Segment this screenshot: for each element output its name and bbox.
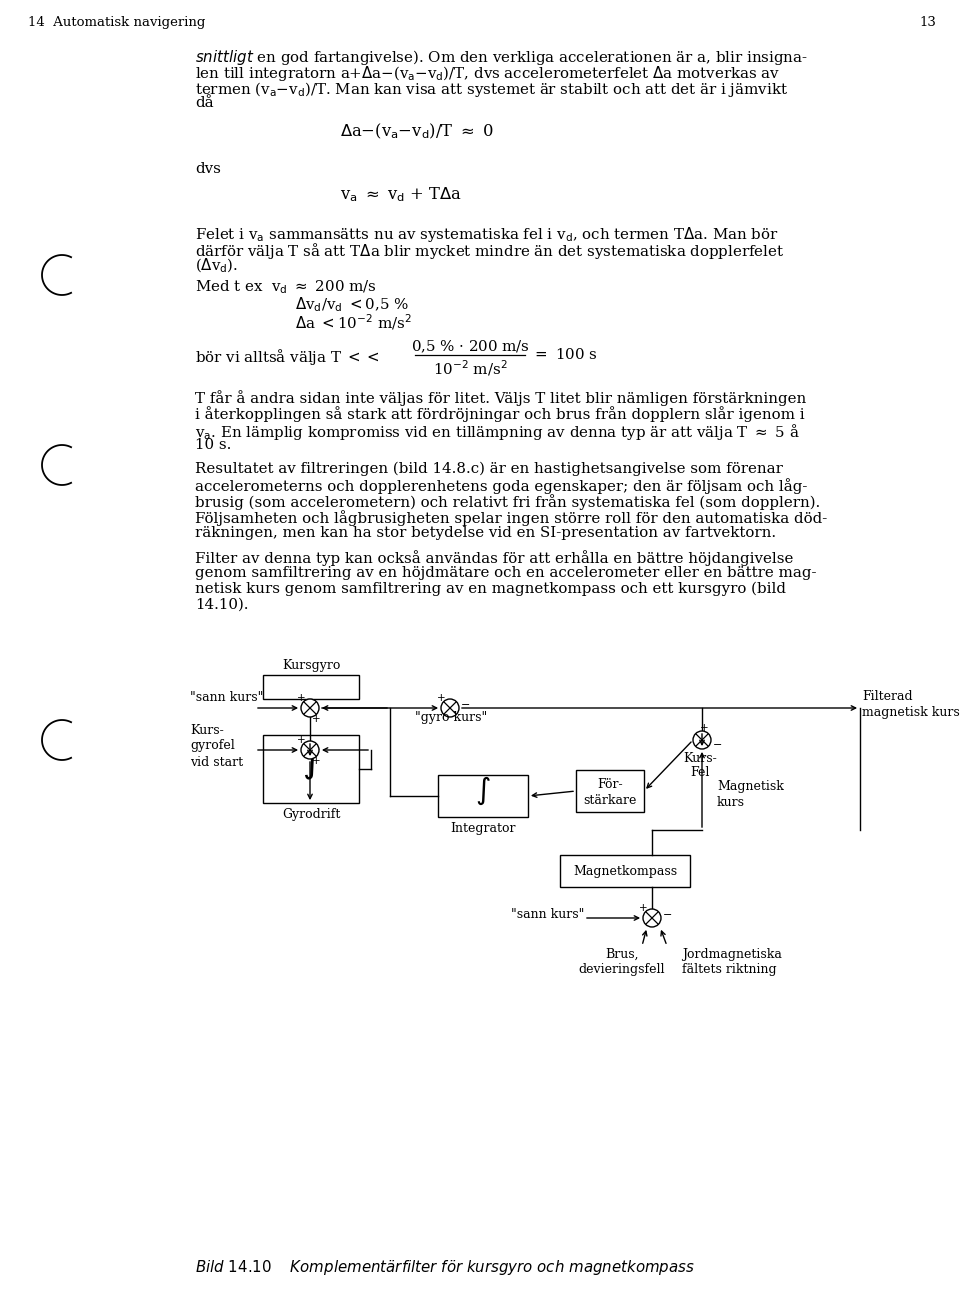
Text: brusig (som accelerometern) och relativt fri från systematiska fel (som dopplern: brusig (som accelerometern) och relativt… <box>195 494 820 510</box>
Text: Brus,
devieringsfell: Brus, devieringsfell <box>579 947 665 976</box>
Bar <box>263 735 359 803</box>
Text: Felet i v$_\mathrm{a}$ sammansätts nu av systematiska fel i v$_\mathrm{d}$, och : Felet i v$_\mathrm{a}$ sammansätts nu av… <box>195 226 779 244</box>
Text: termen (v$_\mathrm{a}$$-$v$_\mathrm{d}$)/T. Man kan visa att systemet är stabilt: termen (v$_\mathrm{a}$$-$v$_\mathrm{d}$)… <box>195 80 788 99</box>
Text: räkningen, men kan ha stor betydelse vid en SI-presentation av fartvektorn.: räkningen, men kan ha stor betydelse vid… <box>195 526 776 540</box>
Text: Filterad
magnetisk kurs: Filterad magnetisk kurs <box>862 690 960 719</box>
Text: ($\Delta$v$_\mathrm{d}$).: ($\Delta$v$_\mathrm{d}$). <box>195 257 238 276</box>
Text: $\Delta$a$-$(v$_\mathrm{a}$$-$v$_\mathrm{d}$)/T $\approx$ 0: $\Delta$a$-$(v$_\mathrm{a}$$-$v$_\mathrm… <box>340 122 493 142</box>
Text: $= $ 100 s: $= $ 100 s <box>532 347 597 362</box>
Text: 0,5 % $\cdot$ 200 m/s: 0,5 % $\cdot$ 200 m/s <box>411 339 529 356</box>
Text: $\Delta$a $<$10$^{-2}$ m/s$^2$: $\Delta$a $<$10$^{-2}$ m/s$^2$ <box>295 312 412 331</box>
Text: 14.10).: 14.10). <box>195 598 249 612</box>
Text: 10$^{-2}$ m/s$^2$: 10$^{-2}$ m/s$^2$ <box>433 358 507 378</box>
Text: Filter av denna typ kan också användas för att erhålla en bättre höjdangivelse: Filter av denna typ kan också användas f… <box>195 550 793 566</box>
Bar <box>560 855 690 887</box>
Text: netisk kurs genom samfiltrering av en magnetkompass och ett kursgyro (bild: netisk kurs genom samfiltrering av en ma… <box>195 583 786 597</box>
Bar <box>438 775 528 817</box>
Text: då: då <box>195 95 214 110</box>
Text: len till integratorn a+$\Delta$a$-$(v$_\mathrm{a}$$-$v$_\mathrm{d}$)/T, dvs acce: len till integratorn a+$\Delta$a$-$(v$_\… <box>195 64 780 82</box>
Text: accelerometerns och dopplerenhetens goda egenskaper; den är följsam och låg-: accelerometerns och dopplerenhetens goda… <box>195 478 807 494</box>
Text: För-
stärkare: För- stärkare <box>584 779 636 807</box>
Text: $\int$: $\int$ <box>301 744 321 782</box>
Text: $\mathit{snittligt}$ en god fartangivelse). Om den verkliga accelerationen är a,: $\mathit{snittligt}$ en god fartangivels… <box>195 48 808 67</box>
Text: Resultatet av filtreringen (bild 14.8.c) är en hastighetsangivelse som förenar: Resultatet av filtreringen (bild 14.8.c)… <box>195 461 782 477</box>
Text: −: − <box>663 910 672 920</box>
Text: v$_\mathrm{a}$. En lämplig kompromiss vid en tillämpning av denna typ är att väl: v$_\mathrm{a}$. En lämplig kompromiss vi… <box>195 422 800 442</box>
Text: i återkopplingen så stark att fördröjningar och brus från dopplern slår igenom i: i återkopplingen så stark att fördröjnin… <box>195 406 804 422</box>
Text: Gyrodrift: Gyrodrift <box>282 808 340 821</box>
Text: Följsamheten och lågbrusigheten spelar ingen större roll för den automatiska död: Följsamheten och lågbrusigheten spelar i… <box>195 510 828 526</box>
Text: Kursgyro: Kursgyro <box>282 659 340 672</box>
Text: "sann kurs": "sann kurs" <box>190 691 263 704</box>
Text: +: + <box>639 904 648 913</box>
Text: +: + <box>297 693 305 703</box>
Circle shape <box>301 699 319 717</box>
Text: Jordmagnetiska
fältets riktning: Jordmagnetiska fältets riktning <box>682 947 781 976</box>
Text: Magnetisk
kurs: Magnetisk kurs <box>717 780 784 809</box>
Text: v$_\mathrm{a}$ $\approx$ v$_\mathrm{d}$ + T$\Delta$a: v$_\mathrm{a}$ $\approx$ v$_\mathrm{d}$ … <box>340 186 462 204</box>
Text: +: + <box>437 693 445 703</box>
Text: Magnetkompass: Magnetkompass <box>573 865 677 878</box>
Text: +: + <box>312 757 321 766</box>
Text: därför välja T så att T$\Delta$a blir mycket mindre än det systematiska dopplerf: därför välja T så att T$\Delta$a blir my… <box>195 241 784 260</box>
Text: Integrator: Integrator <box>450 822 516 835</box>
Text: 14  Automatisk navigering: 14 Automatisk navigering <box>28 15 205 28</box>
Text: Med t ex  v$_\mathrm{d}$ $\approx$ 200 m/s: Med t ex v$_\mathrm{d}$ $\approx$ 200 m/… <box>195 278 376 295</box>
Text: dvs: dvs <box>195 162 221 177</box>
Bar <box>263 675 359 699</box>
Circle shape <box>301 741 319 759</box>
Text: Kurs-
gyrofel
vid start: Kurs- gyrofel vid start <box>190 723 243 768</box>
Text: 13: 13 <box>919 15 936 28</box>
Text: +: + <box>297 735 305 745</box>
Circle shape <box>693 731 711 749</box>
Text: +: + <box>312 714 321 724</box>
Circle shape <box>441 699 459 717</box>
Text: T får å andra sidan inte väljas för litet. Väljs T litet blir nämligen förstärkn: T får å andra sidan inte väljas för lite… <box>195 391 806 406</box>
Text: 10 s.: 10 s. <box>195 438 231 452</box>
Text: −: − <box>713 740 722 750</box>
Text: bör vi alltså välja T $<<$: bör vi alltså välja T $<<$ <box>195 347 379 367</box>
Text: $\Delta$v$_\mathrm{d}$/v$_\mathrm{d}$ $<$0,5 %: $\Delta$v$_\mathrm{d}$/v$_\mathrm{d}$ $<… <box>295 295 409 313</box>
Text: genom samfiltrering av en höjdmätare och en accelerometer eller en bättre mag-: genom samfiltrering av en höjdmätare och… <box>195 566 817 580</box>
Text: +: + <box>700 723 708 733</box>
Circle shape <box>643 909 661 927</box>
Text: "sann kurs": "sann kurs" <box>511 907 584 920</box>
Text: "gyro kurs": "gyro kurs" <box>415 712 488 724</box>
Text: −: − <box>461 700 470 710</box>
Bar <box>576 770 644 812</box>
Text: $\int$: $\int$ <box>475 775 491 807</box>
Text: $\mathit{Bild}$ $\mathit{14.10}$    $\mathit{Komplementärfilter}$ $\mathit{för}$: $\mathit{Bild}$ $\mathit{14.10}$ $\mathi… <box>195 1258 695 1277</box>
Text: Kurs-
Fel: Kurs- Fel <box>684 751 717 779</box>
